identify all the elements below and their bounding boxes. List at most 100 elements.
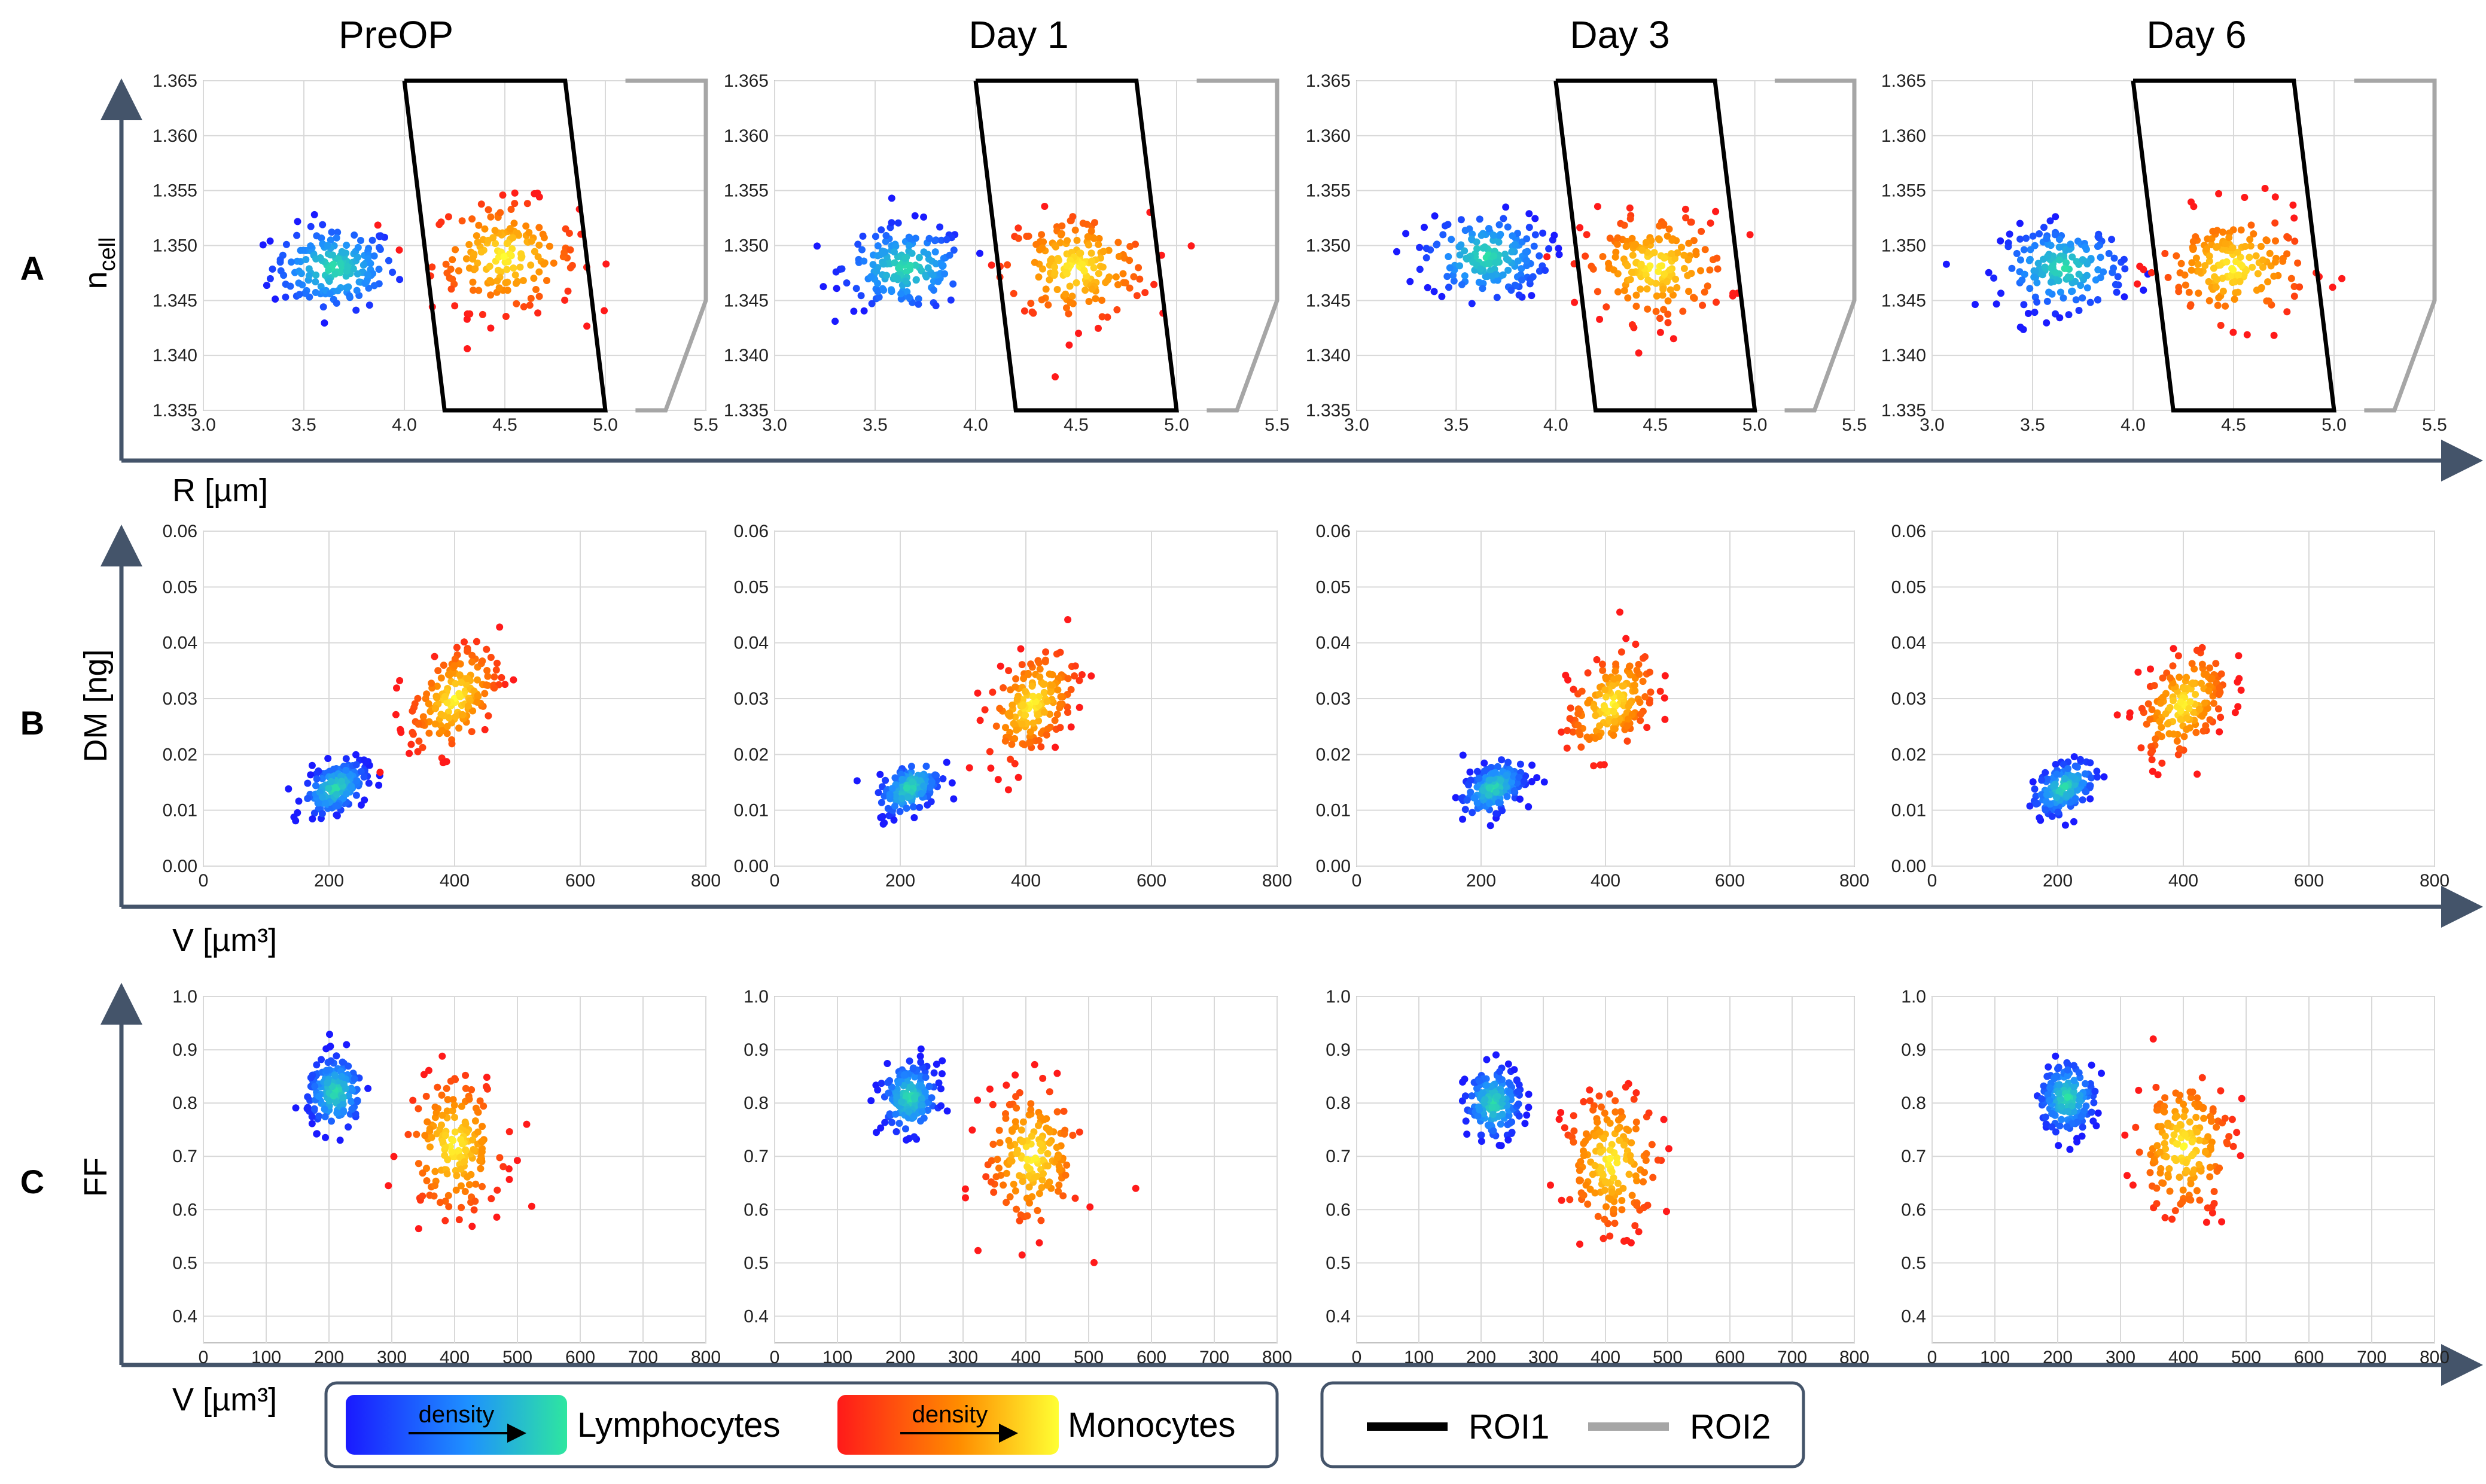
monocyte-point	[2196, 1196, 2204, 1204]
monocyte-point	[487, 324, 495, 332]
lymphocyte-point	[2033, 800, 2040, 808]
lymphocyte-point	[901, 254, 909, 262]
lymphocyte-point	[340, 249, 348, 257]
monocyte-point	[2177, 260, 2185, 267]
monocyte-point	[2205, 278, 2213, 285]
monocyte-point	[448, 740, 456, 748]
lymphocyte-point	[2055, 1142, 2062, 1150]
row-b-axis-arrows	[100, 525, 2483, 928]
monocyte-point	[2234, 678, 2241, 686]
lymphocyte-point	[2097, 254, 2104, 261]
monocyte-point	[1126, 257, 1134, 264]
lymphocyte-point	[1497, 1142, 1505, 1150]
lymphocyte-point	[2030, 273, 2038, 281]
monocyte-point	[2219, 275, 2226, 282]
monocyte-point	[2181, 1131, 2189, 1138]
monocyte-point	[1577, 1177, 1584, 1184]
monocyte-point	[1041, 708, 1048, 716]
monocyte-point	[2154, 771, 2162, 779]
monocyte-point	[1639, 678, 1647, 685]
lymphocyte-point	[2051, 1075, 2058, 1083]
lymphocyte-point	[332, 802, 340, 810]
x-tick-label: 100	[1980, 1348, 2010, 1367]
lymphocyte-point	[1500, 215, 1507, 223]
monocyte-point	[1574, 721, 1582, 729]
monocyte-point	[513, 1157, 521, 1165]
lymphocyte-point	[2110, 254, 2118, 262]
monocyte-point	[1006, 1193, 1014, 1200]
lymphocyte-point	[932, 302, 940, 310]
monocyte-point	[1035, 1122, 1042, 1129]
monocyte-point	[495, 284, 503, 292]
lymphocyte-point	[2067, 798, 2075, 806]
lymphocyte-point	[312, 271, 320, 279]
monocyte-point	[1646, 699, 1653, 707]
lymphocyte-point	[1525, 1090, 1533, 1098]
y-tick-label: 0.4	[1901, 1306, 1926, 1326]
monocyte-point	[1637, 260, 1645, 268]
monocyte-point	[2183, 714, 2191, 722]
monocyte-point	[1608, 1168, 1616, 1175]
monocyte-point	[1010, 290, 1017, 297]
monocyte-point	[1661, 694, 1668, 702]
monocyte-point	[2217, 322, 2225, 329]
monocyte-point	[2204, 705, 2211, 712]
monocyte-point	[504, 258, 512, 266]
lymphocyte-point	[1503, 772, 1510, 779]
monocyte-point	[1602, 693, 1610, 701]
lymphocyte-point	[313, 1130, 321, 1138]
x-tick-label: 0	[1352, 1348, 1362, 1367]
lymphocyte-point	[1475, 775, 1483, 782]
monocyte-point	[1601, 1178, 1609, 1186]
lymphocyte-point	[1530, 242, 1538, 250]
y-tick-label: 1.340	[1881, 346, 1926, 365]
monocyte-point	[1081, 287, 1089, 294]
monocyte-point	[1032, 698, 1040, 706]
monocyte-point	[472, 1180, 480, 1188]
monocyte-point	[1629, 251, 1637, 259]
lymphocyte-point	[891, 259, 898, 267]
monocyte-point	[1130, 273, 1138, 281]
monocyte-point	[1632, 641, 1640, 648]
x-tick-label: 3.0	[1920, 415, 1945, 435]
lymphocyte-point	[884, 805, 892, 812]
monocyte-point	[1055, 1163, 1063, 1171]
monocyte-point	[479, 310, 486, 318]
lymphocyte-point	[325, 266, 333, 274]
monocyte-point	[2177, 707, 2185, 715]
lymphocyte-point	[874, 1086, 882, 1094]
monocyte-point	[1577, 743, 1585, 751]
monocyte-point	[1673, 284, 1681, 291]
lymphocyte-point	[333, 812, 341, 819]
lymphocyte-point	[2039, 271, 2046, 279]
lymphocyte-point	[2042, 1120, 2050, 1128]
y-tick-label: 0.05	[163, 577, 197, 597]
lymphocyte-point	[2086, 759, 2094, 767]
lymphocyte-point	[321, 1113, 329, 1120]
lymphocyte-point	[2061, 782, 2069, 790]
monocyte-point	[1658, 262, 1666, 270]
lymphocyte-point	[322, 1066, 330, 1074]
lymphocyte-point	[349, 265, 357, 273]
x-tick-label: 600	[1137, 1348, 1166, 1367]
monocyte-point	[462, 1084, 470, 1092]
lymphocyte-point	[322, 1133, 329, 1141]
monocyte-point	[2263, 237, 2271, 245]
lymphocyte-point	[892, 793, 900, 801]
monocyte-point	[1013, 1104, 1020, 1112]
monocyte-point	[2210, 699, 2217, 707]
monocyte-point	[484, 672, 492, 680]
monocyte-point	[1600, 1135, 1607, 1142]
lymphocyte-point	[928, 778, 936, 786]
x-tick-label: 100	[251, 1348, 281, 1367]
monocyte-point	[2283, 250, 2291, 258]
monocyte-point	[1593, 656, 1601, 663]
lymphocyte-point	[915, 300, 922, 308]
lymphocyte-point	[1499, 271, 1507, 279]
monocyte-point	[1011, 735, 1019, 742]
monocyte-point	[2229, 328, 2237, 336]
monocyte-point	[1601, 705, 1608, 712]
panel-a-day6: 3.0 3.5 4.0 4.5 5.0 5.51.3351.3401.3451.3501.…	[1881, 71, 2447, 435]
lymphocyte-point	[370, 252, 378, 260]
monocyte-point	[1619, 1184, 1627, 1192]
